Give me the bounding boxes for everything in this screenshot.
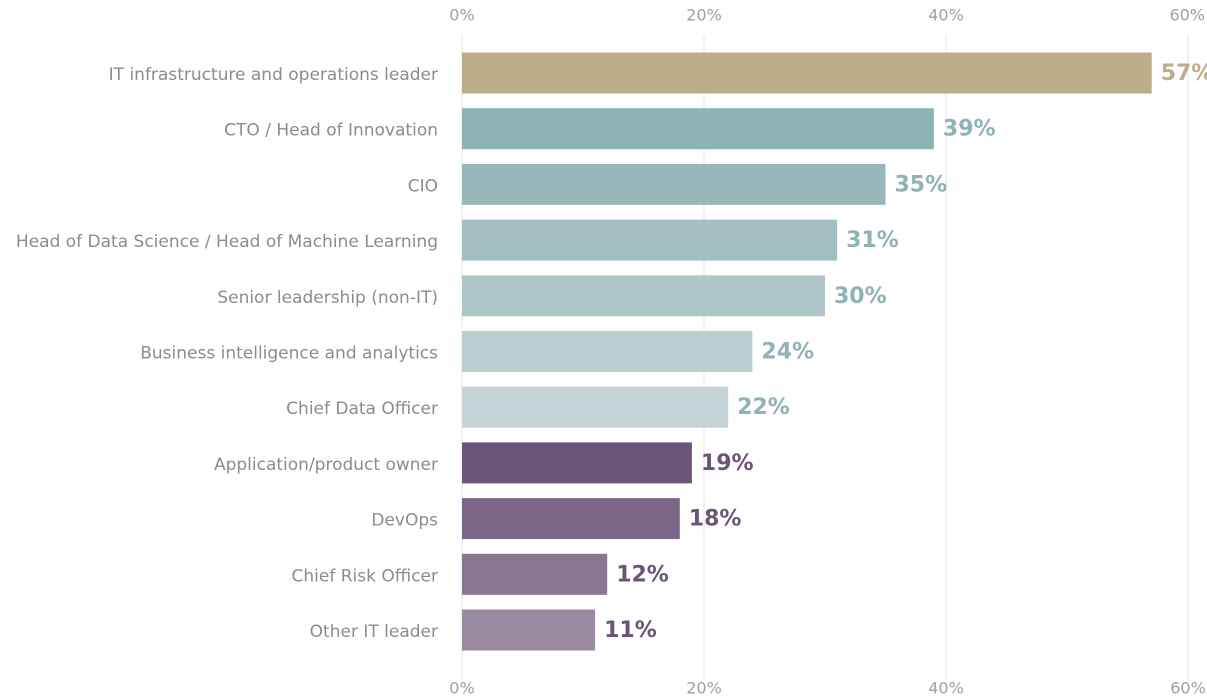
x-tick-label-top: 20%: [686, 6, 722, 25]
value-label: 30%: [834, 284, 887, 309]
bar: [462, 108, 934, 150]
bar: [462, 609, 596, 651]
category-label: Application/product owner: [214, 455, 438, 475]
category-label: Chief Risk Officer: [292, 566, 438, 586]
category-label: Other IT leader: [310, 622, 438, 642]
x-tick-label-top: 40%: [928, 6, 964, 25]
x-tick-label-top: 60%: [1169, 6, 1205, 25]
bar: [462, 498, 680, 540]
value-label: 12%: [616, 562, 669, 587]
category-label: Chief Data Officer: [286, 399, 438, 419]
category-label: Senior leadership (non-IT): [217, 288, 438, 308]
bar: [462, 52, 1152, 94]
value-label: 31%: [846, 228, 899, 253]
bar: [462, 219, 838, 261]
x-tick-label-bottom: 60%: [1170, 679, 1206, 698]
bar: [462, 386, 729, 428]
value-label: 11%: [604, 618, 657, 643]
category-label: CIO: [408, 176, 438, 196]
x-tick-label-bottom: 0%: [449, 679, 474, 698]
x-tick-label-bottom: 20%: [686, 679, 722, 698]
bar: [462, 331, 753, 372]
bar: [462, 553, 608, 595]
x-tick-label-top: 0%: [449, 6, 474, 25]
bar: [462, 275, 825, 317]
value-label: 57%: [1161, 61, 1207, 86]
value-label: 24%: [761, 340, 814, 365]
category-label: CTO / Head of Innovation: [224, 121, 438, 141]
value-label: 39%: [943, 117, 996, 142]
bar: [462, 442, 692, 484]
value-label: 35%: [895, 172, 948, 197]
bar: [462, 163, 886, 205]
category-label: Head of Data Science / Head of Machine L…: [16, 232, 438, 252]
category-label: Business intelligence and analytics: [140, 344, 438, 364]
value-label: 18%: [689, 507, 742, 532]
category-label: IT infrastructure and operations leader: [109, 65, 438, 85]
value-label: 19%: [701, 451, 754, 476]
x-tick-label-bottom: 40%: [928, 679, 964, 698]
category-label: DevOps: [371, 511, 438, 531]
value-label: 22%: [737, 395, 790, 420]
